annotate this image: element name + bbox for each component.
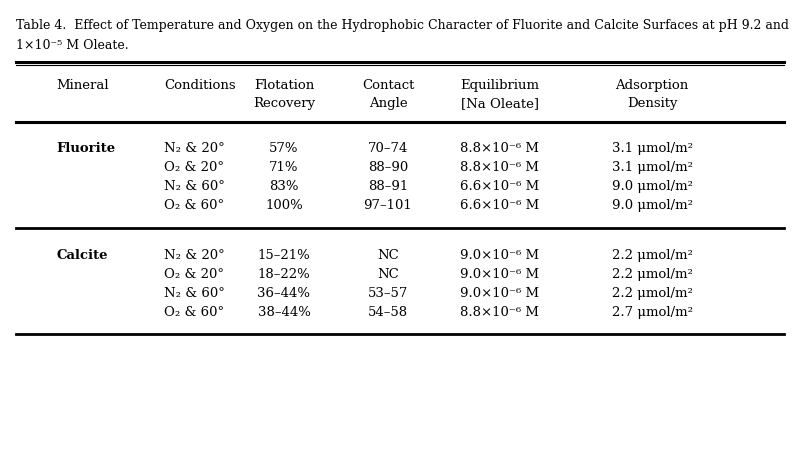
Text: [Na Oleate]: [Na Oleate] xyxy=(461,97,539,110)
Text: 57%: 57% xyxy=(270,142,298,155)
Text: Table 4.  Effect of Temperature and Oxygen on the Hydrophobic Character of Fluor: Table 4. Effect of Temperature and Oxyge… xyxy=(16,19,789,32)
Text: 3.1 μmol/m²: 3.1 μmol/m² xyxy=(611,161,693,174)
Text: 38–44%: 38–44% xyxy=(258,306,310,319)
Text: Density: Density xyxy=(626,97,678,110)
Text: 9.0×10⁻⁶ M: 9.0×10⁻⁶ M xyxy=(461,268,539,282)
Text: 9.0×10⁻⁶ M: 9.0×10⁻⁶ M xyxy=(461,249,539,263)
Text: Mineral: Mineral xyxy=(56,79,109,92)
Text: NC: NC xyxy=(377,249,399,263)
Text: 97–101: 97–101 xyxy=(364,199,412,212)
Text: 2.7 μmol/m²: 2.7 μmol/m² xyxy=(611,306,693,319)
Text: 2.2 μmol/m²: 2.2 μmol/m² xyxy=(611,287,693,301)
Text: O₂ & 20°: O₂ & 20° xyxy=(164,268,224,282)
Text: O₂ & 20°: O₂ & 20° xyxy=(164,161,224,174)
Text: Calcite: Calcite xyxy=(56,249,107,263)
Text: 54–58: 54–58 xyxy=(368,306,408,319)
Text: N₂ & 60°: N₂ & 60° xyxy=(164,180,225,193)
Text: N₂ & 20°: N₂ & 20° xyxy=(164,249,225,263)
Text: 15–21%: 15–21% xyxy=(258,249,310,263)
Text: Conditions: Conditions xyxy=(164,79,236,92)
Text: 9.0 μmol/m²: 9.0 μmol/m² xyxy=(611,199,693,212)
Text: 6.6×10⁻⁶ M: 6.6×10⁻⁶ M xyxy=(460,180,540,193)
Text: Recovery: Recovery xyxy=(253,97,315,110)
Text: 88–91: 88–91 xyxy=(368,180,408,193)
Text: 9.0×10⁻⁶ M: 9.0×10⁻⁶ M xyxy=(461,287,539,301)
Text: Flotation: Flotation xyxy=(254,79,314,92)
Text: Adsorption: Adsorption xyxy=(615,79,689,92)
Text: 2.2 μmol/m²: 2.2 μmol/m² xyxy=(611,268,693,282)
Text: N₂ & 20°: N₂ & 20° xyxy=(164,142,225,155)
Text: 8.8×10⁻⁶ M: 8.8×10⁻⁶ M xyxy=(461,306,539,319)
Text: O₂ & 60°: O₂ & 60° xyxy=(164,306,224,319)
Text: 9.0 μmol/m²: 9.0 μmol/m² xyxy=(611,180,693,193)
Text: 71%: 71% xyxy=(270,161,298,174)
Text: 88–90: 88–90 xyxy=(368,161,408,174)
Text: 53–57: 53–57 xyxy=(368,287,408,301)
Text: 2.2 μmol/m²: 2.2 μmol/m² xyxy=(611,249,693,263)
Text: O₂ & 60°: O₂ & 60° xyxy=(164,199,224,212)
Text: 100%: 100% xyxy=(265,199,303,212)
Text: 36–44%: 36–44% xyxy=(258,287,310,301)
Text: 8.8×10⁻⁶ M: 8.8×10⁻⁶ M xyxy=(461,142,539,155)
Text: N₂ & 60°: N₂ & 60° xyxy=(164,287,225,301)
Text: 8.8×10⁻⁶ M: 8.8×10⁻⁶ M xyxy=(461,161,539,174)
Text: Equilibrium: Equilibrium xyxy=(461,79,539,92)
Text: 83%: 83% xyxy=(270,180,298,193)
Text: 6.6×10⁻⁶ M: 6.6×10⁻⁶ M xyxy=(460,199,540,212)
Text: 3.1 μmol/m²: 3.1 μmol/m² xyxy=(611,142,693,155)
Text: 18–22%: 18–22% xyxy=(258,268,310,282)
Text: NC: NC xyxy=(377,268,399,282)
Text: Angle: Angle xyxy=(369,97,407,110)
Text: 1×10⁻⁵ M Oleate.: 1×10⁻⁵ M Oleate. xyxy=(16,39,129,52)
Text: Fluorite: Fluorite xyxy=(56,142,115,155)
Text: Contact: Contact xyxy=(362,79,414,92)
Text: 70–74: 70–74 xyxy=(368,142,408,155)
